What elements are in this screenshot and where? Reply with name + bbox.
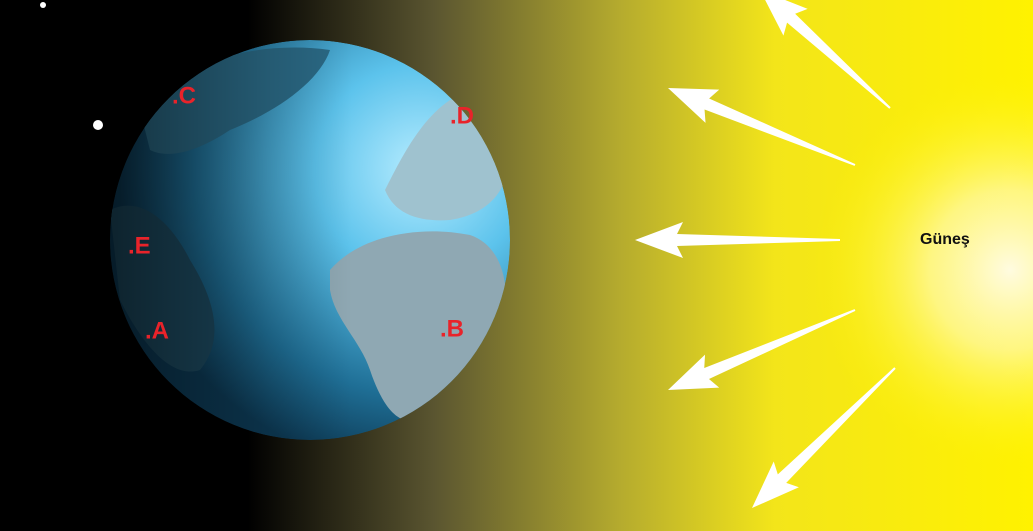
point-label: .D bbox=[450, 102, 474, 129]
ray-arrow bbox=[635, 222, 840, 258]
sun-rays bbox=[635, 0, 896, 508]
ray-arrow bbox=[765, 0, 891, 109]
point-label: .B bbox=[440, 315, 464, 342]
ray-arrow bbox=[668, 88, 856, 166]
point-label: .C bbox=[172, 82, 196, 109]
ray-arrow bbox=[752, 367, 896, 508]
night-shadow bbox=[110, 40, 510, 440]
ray-arrow bbox=[668, 309, 856, 390]
point-label: .E bbox=[128, 232, 151, 259]
star bbox=[93, 120, 103, 130]
sun-label: Güneş bbox=[920, 231, 970, 248]
point-label: .A bbox=[145, 317, 169, 344]
star bbox=[40, 2, 46, 8]
